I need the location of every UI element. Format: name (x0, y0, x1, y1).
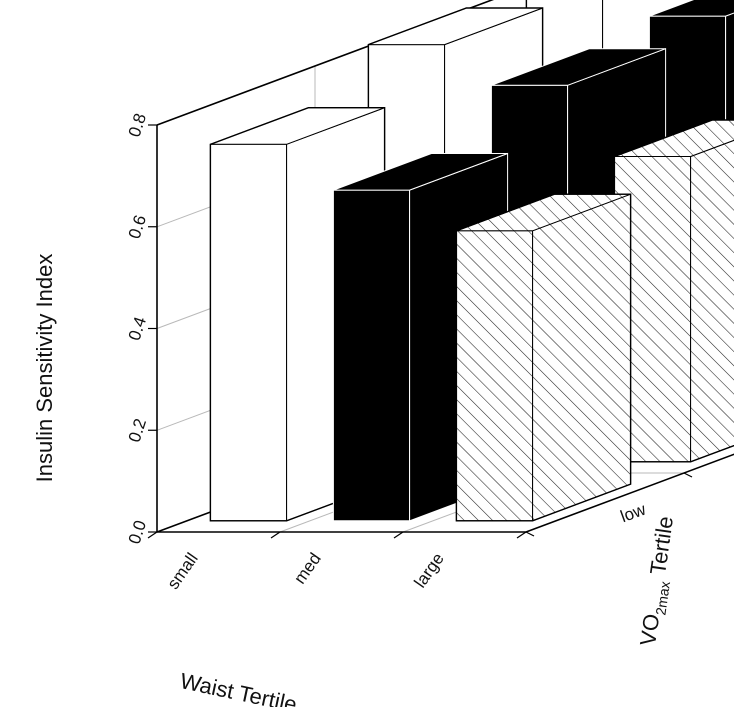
bar-front-face (332, 189, 411, 522)
x-axis-title: Waist Tertile (178, 668, 299, 707)
x-tick-mark (516, 531, 527, 539)
y-tick-label: 0.2 (125, 416, 150, 444)
x-tick-mark (270, 531, 281, 539)
x-tick-label-med: med (290, 549, 325, 587)
y-axis-title: Insulin Sensitivity Index (32, 254, 57, 483)
x-tick-mark (393, 531, 404, 539)
bar-outline (613, 119, 734, 463)
bar-outline (455, 193, 632, 522)
z-tick-mark (525, 531, 535, 537)
bar-side-face (532, 193, 632, 522)
y-tick-label: 0.8 (125, 111, 150, 139)
bars (209, 0, 734, 522)
bar-top-face (649, 0, 734, 17)
bar-top-face (491, 48, 666, 86)
x-tick-label-large: large (411, 549, 448, 591)
y-tick-label: 0.0 (125, 518, 150, 546)
z-tick-mark (683, 472, 693, 478)
z-axis-title-subscript: 2max (652, 580, 673, 616)
y-tick-label: 0.6 (125, 213, 150, 241)
bar-top-face (333, 153, 508, 191)
z-axis-line (525, 453, 734, 533)
bar-large-low (455, 193, 632, 522)
bar-outline (209, 106, 386, 522)
z-axis-title-main: VO (635, 612, 664, 647)
x-tick-label-small: small (163, 549, 201, 592)
bar-side-face (690, 139, 734, 463)
bar-front-face (209, 143, 288, 522)
x-tick-mark (147, 531, 158, 539)
z-axis-title: VO2max Tertile (635, 515, 682, 648)
bar-large-mod (613, 119, 734, 463)
bar-front-face (455, 230, 534, 522)
y-tick-label: 0.4 (125, 314, 150, 342)
z-tick-label-low: low (618, 499, 649, 526)
z-axis-title-tail: Tertile (644, 515, 678, 582)
